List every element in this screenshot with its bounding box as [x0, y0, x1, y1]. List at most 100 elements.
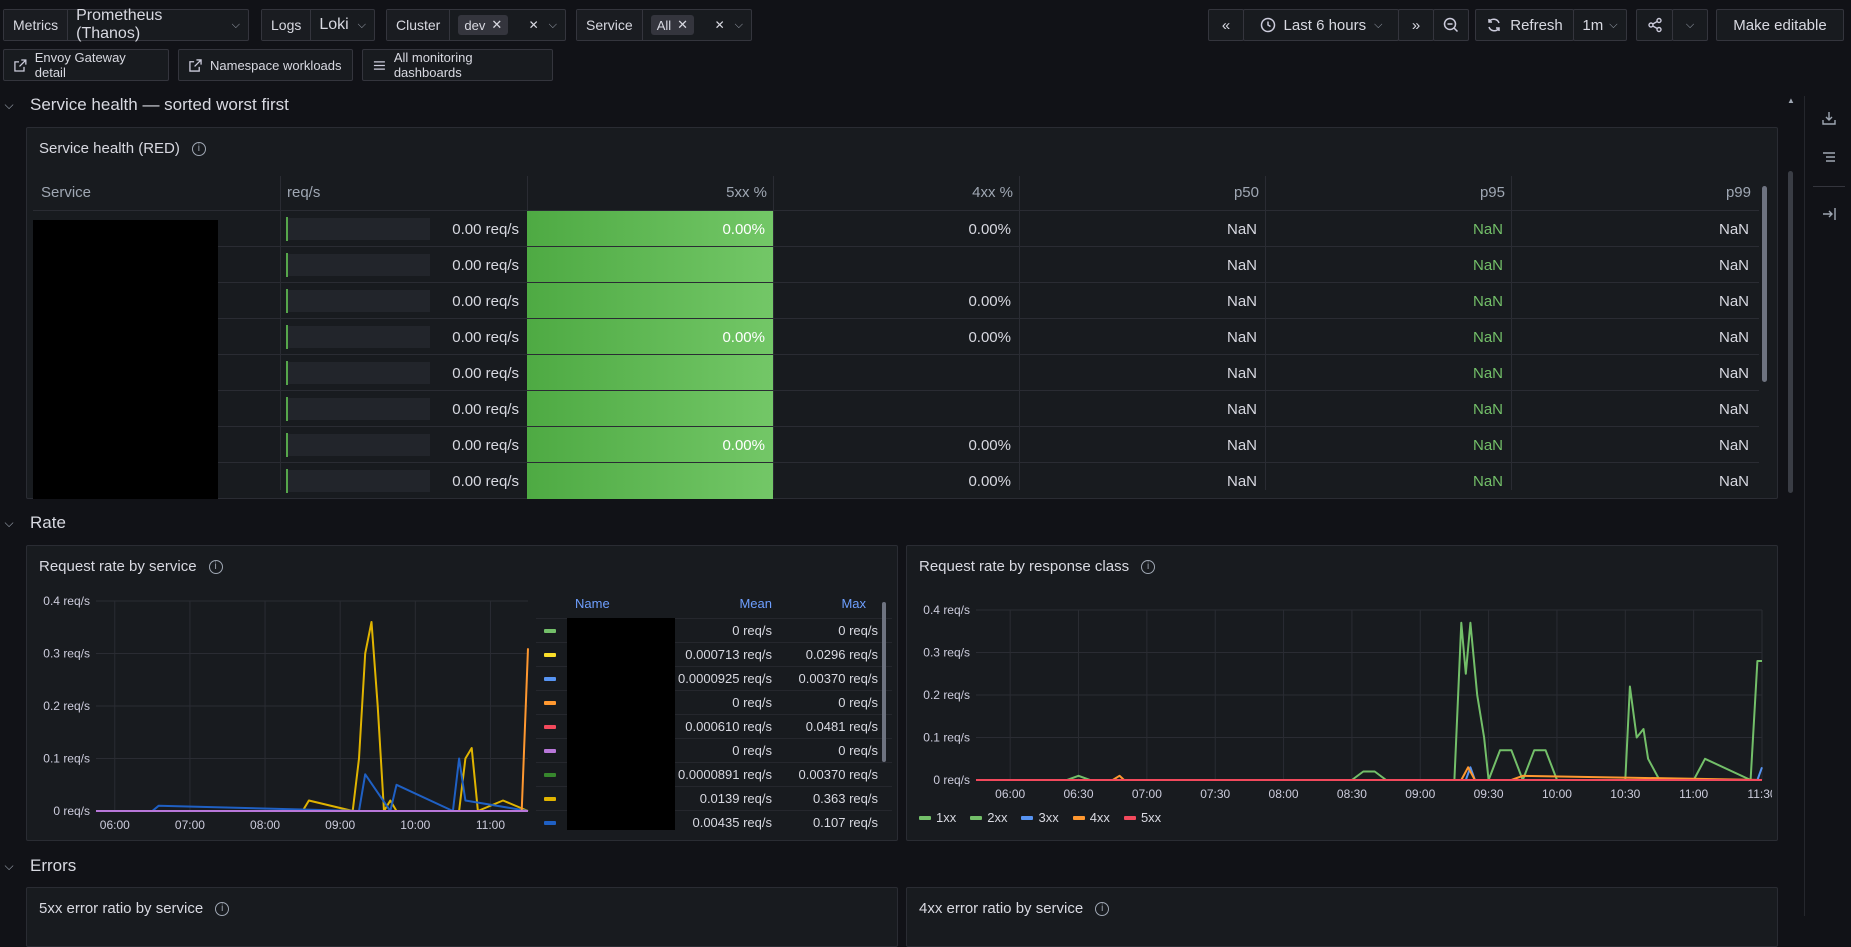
- column-header-service[interactable]: Service: [41, 183, 92, 201]
- p99-cell: NaN: [1718, 328, 1749, 346]
- clear-icon[interactable]: ✕: [714, 18, 725, 32]
- time-range-label: Last 6 hours: [1283, 16, 1367, 34]
- rps-cell: 0.00 req/s: [452, 364, 519, 382]
- metrics-datasource-picker[interactable]: Metrics Prometheus (Thanos) ⌵: [3, 7, 249, 42]
- column-header-4xx[interactable]: 4xx %: [972, 183, 1013, 201]
- service-variable-picker[interactable]: Service All ✕ ✕ ⌵: [576, 9, 752, 41]
- link-envoy-gateway-detail[interactable]: Envoy Gateway detail: [3, 49, 169, 81]
- info-icon[interactable]: i: [191, 141, 206, 156]
- rate-by-response-class-chart[interactable]: 0 req/s 0.1 req/s 0.2 req/s 0.3 req/s 0.4 re…: [906, 585, 1772, 810]
- legend-row[interactable]: 0 req/s 0 req/s: [536, 618, 892, 642]
- service-tag-label: All: [656, 17, 672, 33]
- column-header-5xx[interactable]: 5xx %: [726, 183, 767, 201]
- outline-icon[interactable]: [1821, 150, 1837, 166]
- p99-cell: NaN: [1718, 220, 1749, 238]
- info-icon[interactable]: i: [1141, 559, 1156, 574]
- rate-by-service-chart[interactable]: 0 req/s 0.1 req/s 0.2 req/s 0.3 req/s 0.4 re…: [26, 585, 536, 841]
- scroll-up-arrow[interactable]: ▲: [1787, 96, 1795, 105]
- legend-item-1xx[interactable]: 1xx: [919, 810, 956, 825]
- info-icon[interactable]: i: [1095, 901, 1110, 916]
- zoom-out-button[interactable]: [1433, 9, 1469, 41]
- y-tick-label: 0.3 req/s: [43, 647, 90, 661]
- legend-item-3xx[interactable]: 3xx: [1021, 810, 1059, 825]
- section-row-errors[interactable]: ⌵ Errors: [0, 853, 76, 879]
- legend-row[interactable]: 0.000713 req/s 0.0296 req/s: [536, 642, 892, 666]
- section-row-health[interactable]: ⌵ Service health — sorted worst first: [0, 92, 288, 118]
- 4xx-cell: [773, 247, 1019, 283]
- legend-label: 5xx: [1140, 810, 1162, 825]
- rps-cell: 0.00 req/s: [452, 400, 519, 418]
- 4xx-cell: [773, 355, 1019, 391]
- p50-cell: NaN: [1226, 256, 1257, 274]
- external-link-icon: [14, 58, 27, 72]
- p95-cell: NaN: [1472, 472, 1503, 490]
- column-header-rps[interactable]: req/s: [287, 183, 321, 201]
- service-tag[interactable]: All ✕: [650, 15, 695, 35]
- link-label: Envoy Gateway detail: [34, 50, 126, 80]
- rps-gauge-fill: [286, 217, 288, 241]
- p99-cell: NaN: [1718, 436, 1749, 454]
- series-color-swatch: [970, 815, 983, 820]
- column-header-p95[interactable]: p95: [1479, 183, 1505, 201]
- time-shift-forward-button[interactable]: »: [1398, 9, 1434, 41]
- export-icon[interactable]: [1821, 110, 1837, 126]
- share-button[interactable]: [1636, 9, 1673, 41]
- legend-item-5xx[interactable]: 5xx: [1123, 810, 1162, 825]
- table-row: 0.00 req/s 0.00% 0.00% NaN NaN NaN: [33, 210, 1759, 247]
- y-tick-label: 0 req/s: [53, 804, 90, 818]
- info-icon[interactable]: i: [208, 559, 223, 574]
- legend-row[interactable]: 0.000610 req/s 0.0481 req/s: [536, 714, 892, 738]
- chevron-down-icon: ⌵: [1374, 18, 1383, 31]
- rps-gauge: [287, 398, 430, 420]
- series-color-swatch: [1072, 815, 1085, 820]
- panel-title: Request rate by service: [39, 558, 197, 575]
- dock-right-icon[interactable]: [1821, 206, 1837, 222]
- refresh-button[interactable]: Refresh: [1475, 9, 1574, 41]
- series-color-swatch: [544, 676, 556, 681]
- y-tick-label: 0.1 req/s: [923, 731, 970, 745]
- refresh-interval-picker[interactable]: 1m ⌵: [1573, 9, 1627, 41]
- refresh-interval-label: 1m: [1582, 16, 1604, 34]
- clear-icon[interactable]: ✕: [528, 18, 539, 32]
- share-options-button[interactable]: ⌵: [1672, 9, 1708, 41]
- legend-header-max[interactable]: Max: [841, 596, 866, 611]
- legend-header-name[interactable]: Name: [575, 596, 610, 611]
- column-header-p99[interactable]: p99: [1725, 183, 1751, 201]
- series-color-swatch: [544, 820, 556, 825]
- page-scrollbar[interactable]: [1788, 171, 1793, 493]
- legend-row[interactable]: 0.0000925 req/s 0.00370 req/s: [536, 666, 892, 690]
- make-editable-button[interactable]: Make editable: [1716, 9, 1844, 41]
- y-tick-label: 0 req/s: [933, 773, 970, 787]
- chevron-down-icon: ⌵: [734, 18, 743, 31]
- section-title: Rate: [30, 513, 66, 532]
- clock-icon: [1260, 17, 1275, 33]
- remove-tag-icon[interactable]: ✕: [491, 17, 503, 32]
- 5xx-cell: 0.00%: [527, 319, 773, 355]
- legend-scrollbar[interactable]: [882, 602, 886, 762]
- link-namespace-workloads[interactable]: Namespace workloads: [178, 49, 353, 81]
- legend-item-2xx[interactable]: 2xx: [970, 810, 1007, 825]
- section-row-rate[interactable]: ⌵ Rate: [0, 510, 66, 536]
- legend-row[interactable]: 0.00435 req/s 0.107 req/s: [536, 810, 892, 834]
- cluster-variable-picker[interactable]: Cluster dev ✕ ✕ ⌵: [386, 9, 566, 41]
- y-tick-label: 0.3 req/s: [923, 646, 970, 660]
- column-header-p50[interactable]: p50: [1233, 183, 1259, 201]
- table-scrollbar[interactable]: [1762, 186, 1767, 382]
- legend-item-4xx[interactable]: 4xx: [1072, 810, 1110, 825]
- x-tick-label: 07:30: [1200, 787, 1230, 801]
- time-shift-back-button[interactable]: «: [1208, 9, 1244, 41]
- legend-row[interactable]: 0.0000891 req/s 0.00370 req/s: [536, 762, 892, 786]
- 5xx-error-ratio-panel: 5xx error ratio by service i: [26, 887, 898, 947]
- cluster-tag[interactable]: dev ✕: [458, 15, 509, 35]
- 5xx-cell: 0.00%: [527, 211, 773, 247]
- legend-row[interactable]: 0.0139 req/s 0.363 req/s: [536, 786, 892, 810]
- legend-header-mean[interactable]: Mean: [739, 596, 772, 611]
- x-tick-label: 10:30: [1610, 787, 1640, 801]
- legend-row[interactable]: 0 req/s 0 req/s: [536, 738, 892, 762]
- legend-row[interactable]: 0 req/s 0 req/s: [536, 690, 892, 714]
- remove-tag-icon[interactable]: ✕: [677, 17, 689, 32]
- info-icon[interactable]: i: [215, 901, 230, 916]
- logs-datasource-picker[interactable]: Logs Loki ⌵: [261, 9, 375, 41]
- link-all-monitoring-dashboards[interactable]: All monitoring dashboards: [362, 49, 553, 81]
- time-range-picker[interactable]: Last 6 hours ⌵: [1243, 9, 1399, 41]
